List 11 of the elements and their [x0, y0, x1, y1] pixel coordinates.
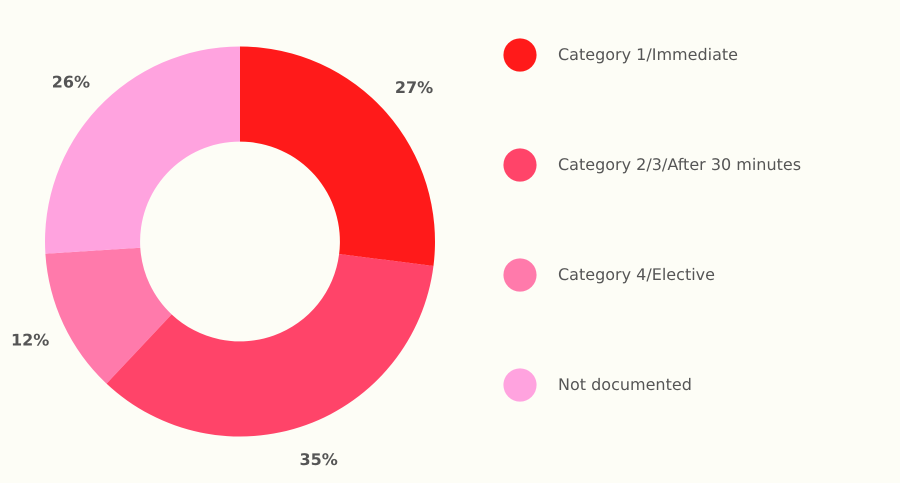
data-label: 26% [52, 72, 90, 92]
legend-label: Category 1/Immediate [558, 45, 738, 64]
data-label: 35% [299, 450, 338, 469]
data-label: 12% [10, 330, 50, 350]
donut-slice [240, 46, 435, 266]
data-label: 27% [394, 78, 434, 98]
legend-label: Not documented [558, 375, 692, 394]
donut-slice [106, 254, 434, 436]
legend-label: Category 2/3/After 30 minutes [558, 155, 802, 174]
donut-slice [45, 46, 240, 254]
legend-label: Category 4/Elective [558, 265, 715, 284]
